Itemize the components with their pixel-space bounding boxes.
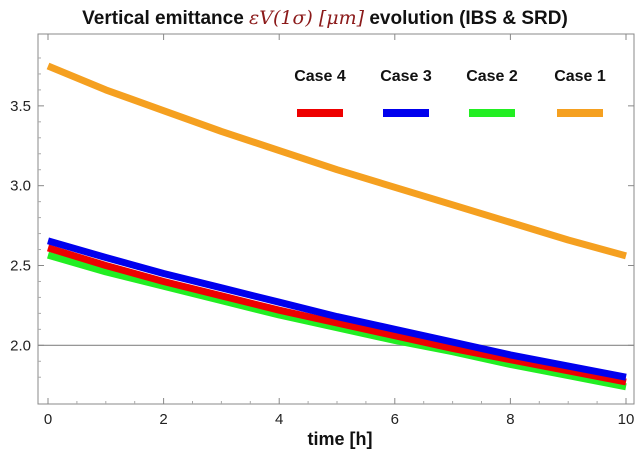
x-tick-label: 2: [159, 411, 167, 428]
y-tick-label: 3.0: [10, 178, 31, 195]
legend-label-case-3: Case 3: [380, 68, 432, 85]
y-tick-label: 3.5: [10, 98, 31, 115]
series-line-case-2: [47, 251, 627, 391]
x-axis-label: time [h]: [308, 429, 373, 449]
y-tick-label: 2.5: [10, 257, 31, 274]
legend-label-case-2: Case 2: [466, 68, 518, 85]
plot-frame: [37, 33, 635, 405]
chart-title-math: εV(1σ) [μm]: [249, 7, 365, 29]
x-tick-label: 8: [506, 411, 514, 428]
x-tick-label: 6: [391, 411, 399, 428]
axis-ticks: 0 2 4 6 8 10 2.0 2.5 3.0 3.5: [10, 34, 634, 428]
y-tick-label: 2.0: [10, 337, 31, 354]
x-tick-label: 0: [44, 411, 52, 428]
series-group: [46, 62, 627, 391]
legend-label-case-4: Case 4: [294, 68, 346, 85]
legend: Case 4 Case 3 Case 2 Case 1: [294, 68, 606, 117]
chart-title-suffix: evolution (IBS & SRD): [369, 8, 567, 29]
chart-title-prefix: Vertical emittance: [82, 8, 249, 29]
series-line-case-1: [46, 62, 627, 260]
series-line-case-3: [47, 237, 627, 381]
series-line-case-4: [46, 244, 627, 386]
chart-title: Vertical emittance εV(1σ) [μm] evolution…: [82, 7, 568, 29]
x-tick-label: 4: [275, 411, 283, 428]
legend-label-case-1: Case 1: [554, 68, 606, 85]
x-tick-label: 10: [618, 411, 635, 428]
